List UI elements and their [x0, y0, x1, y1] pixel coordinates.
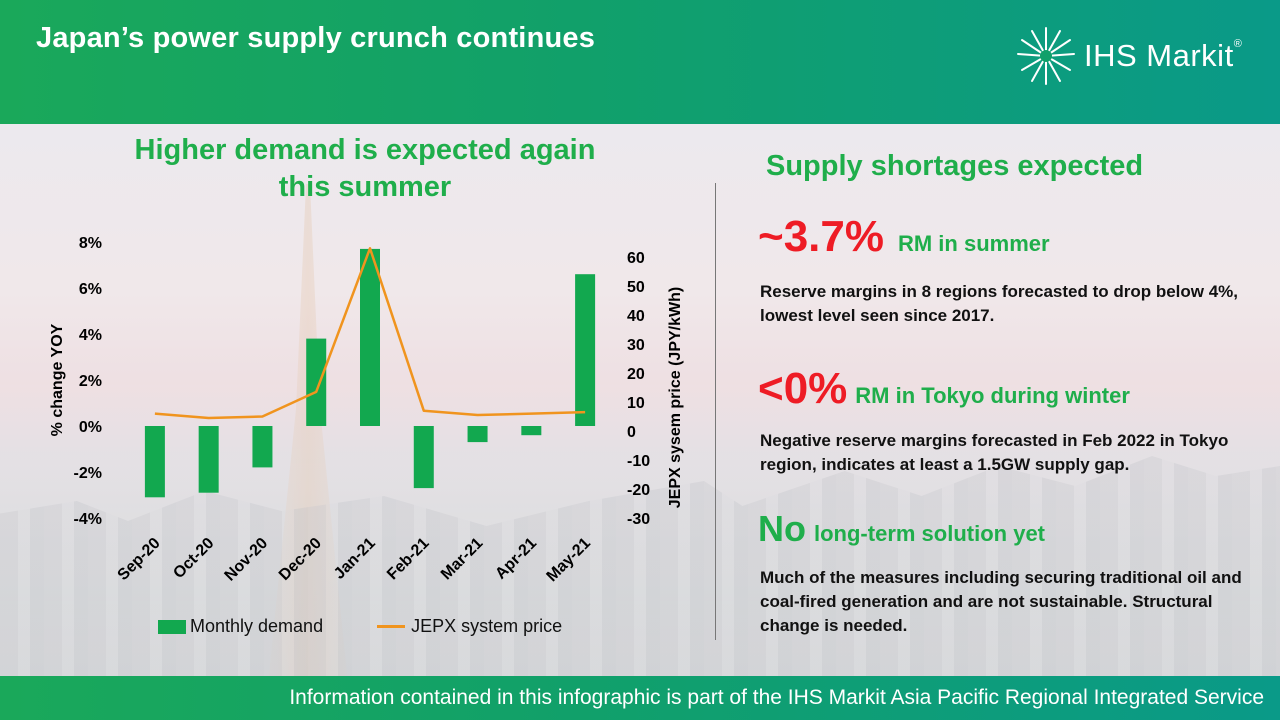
x-category-label: Apr-21	[492, 535, 540, 583]
x-category-label: Jan-21	[331, 535, 379, 583]
stat-big-value: ~3.7%	[758, 212, 884, 261]
starburst-logo-icon	[1017, 27, 1075, 85]
panel-divider	[715, 183, 716, 640]
stat-caption: long-term solution yet	[814, 521, 1045, 546]
stat-long-term-solution: No long-term solution yet	[758, 508, 1045, 550]
chart-legend: Monthly demand JEPX system price	[158, 616, 616, 637]
x-category-label: Oct-20	[170, 535, 217, 582]
y2-tick-label: 60	[627, 250, 645, 267]
demand-bar	[198, 426, 219, 493]
stat-tokyo-winter-rm: <0% RM in Tokyo during winter	[758, 364, 1130, 414]
y2-tick-label: -10	[627, 453, 650, 470]
legend-swatch-line	[377, 625, 406, 628]
demand-bar	[521, 426, 542, 436]
stat-description: Reserve margins in 8 regions forecasted …	[760, 282, 1239, 325]
demand-price-chart: -4% -2% 0% 2% 4% 6% 8% -30 -20 -10 0 10 20 30 40 50 60 % …	[49, 235, 684, 585]
footer-banner: Information contained in this infographi…	[0, 676, 1280, 720]
demand-bar	[467, 426, 488, 443]
y2-tick-label: 20	[627, 366, 645, 383]
stat-big-value: <0%	[758, 364, 848, 413]
chart-title: Higher demand is expected again this sum…	[134, 134, 596, 203]
header-banner: Japan’s power supply crunch continues IH…	[0, 0, 1280, 124]
demand-bar	[306, 338, 327, 426]
stat-caption: RM in summer	[897, 231, 1050, 256]
y2-tick-label: 30	[627, 337, 645, 354]
stat-description: Much of the measures including securing …	[760, 568, 1242, 635]
x-category-label: Dec-20	[276, 535, 325, 584]
y2-axis-label: JEPX sysem price (JPY/kWh)	[667, 287, 684, 508]
y-tick-label: 2%	[79, 373, 102, 390]
y-tick-label: -2%	[74, 465, 102, 482]
y2-tick-label: 40	[627, 308, 645, 325]
y-tick-label: 8%	[79, 235, 102, 252]
y2-tick-label: -20	[627, 482, 650, 499]
stat-caption: RM in Tokyo during winter	[855, 383, 1130, 408]
y2-tick-label: 0	[627, 424, 636, 441]
x-category-label: Feb-21	[384, 535, 433, 584]
x-category-label: Mar-21	[438, 535, 487, 584]
ihs-markit-logo: IHS Markit®	[1014, 24, 1242, 88]
stat-summer-rm: ~3.7% RM in summer	[758, 212, 1050, 262]
legend-item-monthly-demand: Monthly demand	[158, 616, 323, 637]
demand-bar	[252, 426, 273, 468]
x-category-label: Nov-20	[222, 535, 272, 585]
y-tick-label: 4%	[79, 327, 102, 344]
demand-bar	[144, 426, 165, 498]
footer-note: Information contained in this infographi…	[289, 686, 1264, 709]
page-title: Japan’s power supply crunch continues	[36, 22, 596, 54]
supply-shortages-title: Supply shortages expected	[766, 150, 1144, 182]
logo-text: IHS Markit®	[1084, 38, 1243, 73]
x-category-label: Sep-20	[115, 535, 164, 584]
demand-bar	[575, 274, 596, 426]
y2-tick-label: 50	[627, 279, 645, 296]
legend-swatch-bar	[158, 619, 186, 634]
demand-bar	[413, 426, 434, 489]
stat-big-value: No	[758, 508, 806, 549]
y-tick-label: 0%	[79, 419, 102, 436]
x-category-label: May-21	[544, 535, 594, 585]
y-axis-label: % change YOY	[49, 323, 66, 436]
demand-bar	[360, 248, 380, 426]
y2-tick-label: -30	[627, 511, 650, 528]
y-tick-label: 6%	[79, 281, 102, 298]
legend-item-jepx-price: JEPX system price	[377, 616, 562, 637]
y2-tick-label: 10	[627, 395, 645, 412]
stat-description: Negative reserve margins forecasted in F…	[760, 431, 1229, 474]
price-line	[154, 247, 586, 420]
y-tick-label: -4%	[74, 511, 102, 528]
